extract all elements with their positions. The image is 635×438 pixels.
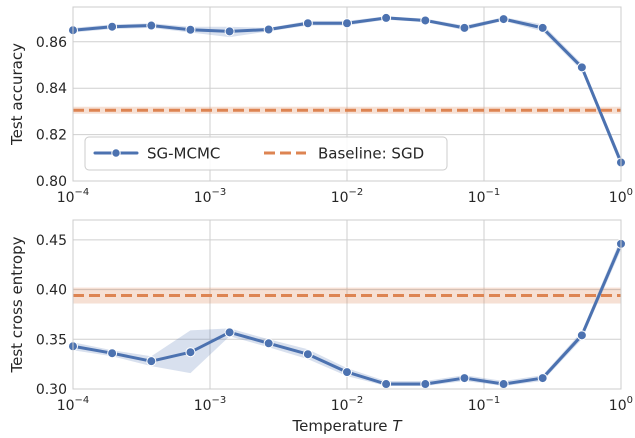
accuracy-panel: 0.800.820.840.86 10−4 10−3 10−2 10−1 100 Tes… — [8, 6, 633, 206]
cross-entropy-sgmcmc-point — [224, 327, 235, 338]
cross-entropy-xtick-exponent: −4 — [75, 395, 90, 406]
cross-entropy-xtick-base: 10 — [609, 398, 627, 414]
cross-entropy-sgmcmc-point — [302, 349, 313, 360]
legend: SG-MCMC Baseline: SGD — [84, 136, 448, 171]
cross-entropy-xtick-label: 100 — [609, 395, 633, 414]
x-axis-label-text: Temperature — [292, 417, 393, 435]
cross-entropy-xtick-label: 10−1 — [468, 395, 501, 414]
cross-entropy-ylabel: Test cross entropy — [8, 236, 26, 373]
cross-entropy-xtick-base: 10 — [331, 398, 349, 414]
accuracy-xtick-base: 10 — [194, 190, 212, 206]
legend-sgd-label: Baseline: SGD — [318, 145, 424, 163]
cross-entropy-xtick-base: 10 — [57, 398, 75, 414]
accuracy-xtick-exponent: −4 — [75, 187, 90, 198]
accuracy-ylabel: Test accuracy — [8, 43, 26, 146]
cross-entropy-sgmcmc-point — [381, 379, 392, 390]
cross-entropy-sgmcmc-point — [263, 338, 274, 349]
cross-entropy-sgmcmc-point — [342, 367, 352, 378]
accuracy-xtick-label: 10−3 — [194, 187, 227, 206]
accuracy-sgmcmc-point — [107, 21, 118, 32]
cross-entropy-ytick-label: 0.30 — [36, 382, 67, 398]
cross-entropy-sgmcmc-band — [73, 237, 621, 387]
accuracy-ytick-label: 0.84 — [36, 81, 67, 97]
accuracy-xtick-base: 10 — [609, 190, 627, 206]
accuracy-sgmcmc-point — [342, 18, 352, 29]
accuracy-sgmcmc-point — [537, 22, 548, 33]
cross-entropy-panel: 0.300.350.400.45 10−4 10−3 10−2 10−1 100 Tes… — [8, 219, 633, 414]
accuracy-sgmcmc-point — [381, 12, 392, 23]
x-axis-label: Temperature T — [292, 417, 404, 435]
cross-entropy-xtick-exponent: −1 — [486, 395, 501, 406]
x-axis-label-var: T — [392, 417, 403, 435]
accuracy-sgmcmc-point — [224, 26, 235, 37]
cross-entropy-yticks: 0.30 0.35 0.40 0.45 — [36, 233, 67, 398]
cross-entropy-ytick-label: 0.40 — [36, 283, 67, 299]
accuracy-xtick-label: 100 — [609, 187, 633, 206]
accuracy-xtick-exponent: −3 — [212, 187, 227, 198]
accuracy-xtick-base: 10 — [57, 190, 75, 206]
cross-entropy-frame — [72, 219, 622, 390]
cross-entropy-sgmcmc-point — [146, 356, 157, 367]
cross-entropy-sgmcmc-point — [459, 373, 470, 384]
cross-entropy-xtick-exponent: −3 — [212, 395, 227, 406]
accuracy-yticks: 0.80 0.82 0.84 0.86 — [36, 35, 67, 190]
accuracy-sgmcmc-point — [302, 18, 313, 29]
accuracy-xtick-label: 10−4 — [57, 187, 90, 206]
accuracy-ytick-label: 0.82 — [36, 128, 67, 144]
cross-entropy-xtick-exponent: −2 — [349, 395, 364, 406]
legend-sgmcmc-marker — [111, 148, 121, 158]
cross-entropy-sgmcmc-point — [107, 348, 118, 359]
accuracy-sgmcmc-point — [420, 15, 431, 26]
cross-entropy-sgmcmc-point — [537, 373, 548, 384]
cross-entropy-sgmcmc-point — [420, 379, 431, 390]
accuracy-sgmcmc-point — [576, 62, 587, 73]
cross-entropy-sgmcmc-point — [498, 379, 509, 390]
accuracy-frame — [72, 6, 622, 182]
cross-entropy-xticks: 10−4 10−3 10−2 10−1 100 — [57, 395, 633, 414]
cross-entropy-sgmcmc-point — [576, 330, 587, 341]
accuracy-xtick-base: 10 — [331, 190, 349, 206]
cross-entropy-xtick-base: 10 — [468, 398, 486, 414]
cross-entropy-ytick-label: 0.45 — [36, 233, 67, 249]
accuracy-xticks: 10−4 10−3 10−2 10−1 100 — [57, 187, 633, 206]
accuracy-sgmcmc-point — [146, 20, 157, 31]
accuracy-sgmcmc-point — [498, 14, 509, 25]
accuracy-xtick-exponent: −2 — [349, 187, 364, 198]
accuracy-xtick-label: 10−1 — [468, 187, 501, 206]
cross-entropy-xtick-base: 10 — [194, 398, 212, 414]
cross-entropy-xtick-exponent: 0 — [627, 395, 633, 406]
accuracy-ytick-label: 0.80 — [36, 174, 67, 190]
cross-entropy-xtick-label: 10−2 — [331, 395, 364, 414]
accuracy-xtick-base: 10 — [468, 190, 486, 206]
accuracy-sgmcmc-point — [263, 24, 274, 35]
legend-sgmcmc-label: SG-MCMC — [147, 145, 220, 163]
accuracy-xtick-exponent: −1 — [486, 187, 501, 198]
cross-entropy-xtick-label: 10−4 — [57, 395, 90, 414]
accuracy-xtick-exponent: 0 — [627, 187, 633, 198]
accuracy-ytick-label: 0.86 — [36, 35, 67, 51]
accuracy-sgmcmc-point — [185, 24, 196, 35]
accuracy-xtick-label: 10−2 — [331, 187, 364, 206]
cross-entropy-xtick-label: 10−3 — [194, 395, 227, 414]
accuracy-sgmcmc-point — [459, 22, 470, 33]
cross-entropy-sgmcmc-point — [185, 347, 196, 358]
cross-entropy-ytick-label: 0.35 — [36, 332, 67, 348]
